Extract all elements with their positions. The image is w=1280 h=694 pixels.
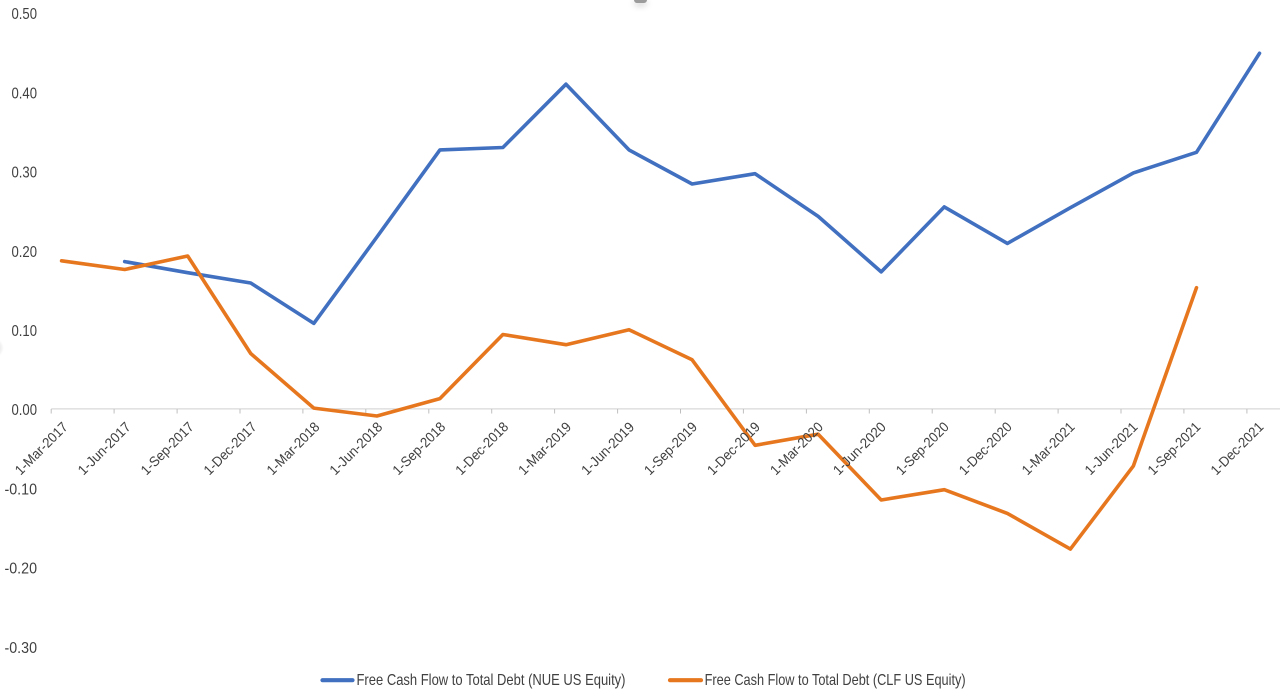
svg-text:0.10: 0.10 (12, 323, 38, 340)
svg-text:-0.30: -0.30 (5, 640, 38, 657)
svg-text:Free Cash Flow to Total Debt (: Free Cash Flow to Total Debt (NUE US Equ… (357, 672, 626, 689)
svg-text:-0.10: -0.10 (5, 481, 38, 498)
svg-text:0.20: 0.20 (12, 244, 38, 261)
svg-text:-0.20: -0.20 (5, 561, 38, 578)
svg-text:0.40: 0.40 (12, 85, 38, 102)
svg-text:0.00: 0.00 (12, 402, 38, 419)
svg-text:0.30: 0.30 (12, 165, 38, 182)
svg-text:Free Cash Flow to Total Debt (: Free Cash Flow to Total Debt (CLF US Equ… (705, 672, 966, 689)
svg-text:0.50: 0.50 (12, 6, 38, 23)
